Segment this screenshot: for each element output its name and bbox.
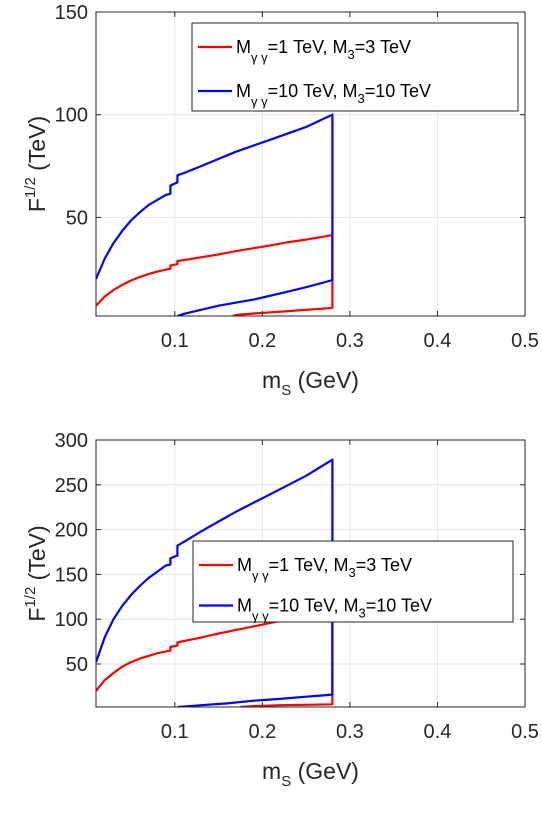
y-tick-label: 50 bbox=[66, 654, 88, 676]
x-tick-label: 0.2 bbox=[248, 721, 276, 743]
y-tick-label: 50 bbox=[66, 207, 88, 229]
y-tick-label: 100 bbox=[55, 609, 88, 631]
legend-label-1: Mγ γ=1 TeV, M3=3 TeV bbox=[236, 37, 411, 65]
axes-box bbox=[95, 11, 526, 317]
legend: Mγ γ=1 TeV, M3=3 TeV Mγ γ=10 TeV, M3=10 T… bbox=[191, 22, 519, 112]
y-tick-label: 300 bbox=[55, 430, 88, 452]
legend-label-1: Mγ γ=1 TeV, M3=3 TeV bbox=[237, 555, 412, 583]
x-tick-label: 0.5 bbox=[511, 330, 539, 352]
x-tick-label: 0.5 bbox=[511, 721, 539, 743]
y-tick-label: 150 bbox=[55, 564, 88, 586]
x-axis-label: mS (GeV) bbox=[262, 367, 359, 399]
axes-box bbox=[95, 439, 526, 708]
x-tick-label: 0.1 bbox=[161, 330, 189, 352]
series-line-2 bbox=[96, 113, 334, 316]
y-tick-label: 100 bbox=[55, 105, 88, 127]
x-tick-label: 0.3 bbox=[336, 721, 364, 743]
x-axis-label: mS (GeV) bbox=[262, 758, 359, 790]
y-tick-label: 150 bbox=[55, 2, 88, 24]
legend-label-2: Mγ γ=10 TeV, M3=10 TeV bbox=[236, 81, 431, 109]
chart-2: 0.1 0.2 0.3 0.4 0.5 50 100 150 200 250 300 mS (GeV)… bbox=[22, 430, 539, 790]
x-tick-label: 0.1 bbox=[161, 721, 189, 743]
x-tick-label: 0.2 bbox=[248, 330, 276, 352]
chart-1: 0.1 0.2 0.3 0.4 0.5 50 100 150 mS (GeV) F1/2 (TeV… bbox=[22, 2, 539, 399]
series-line-1 bbox=[96, 233, 334, 316]
legend-label-2: Mγ γ=10 TeV, M3=10 TeV bbox=[237, 596, 432, 624]
y-tick-label: 200 bbox=[55, 520, 88, 542]
legend-box bbox=[192, 540, 514, 623]
series-line-2 bbox=[96, 458, 334, 707]
x-tick-label: 0.3 bbox=[336, 330, 364, 352]
y-axis-label: F1/2 (TeV) bbox=[22, 525, 50, 621]
x-tick-label: 0.4 bbox=[424, 330, 452, 352]
legend: Mγ γ=1 TeV, M3=3 TeV Mγ γ=10 TeV, M3=10 T… bbox=[192, 540, 514, 624]
y-axis-label: F1/2 (TeV) bbox=[22, 116, 50, 212]
y-tick-label: 250 bbox=[55, 475, 88, 497]
legend-box bbox=[191, 22, 519, 112]
x-tick-label: 0.4 bbox=[424, 721, 452, 743]
